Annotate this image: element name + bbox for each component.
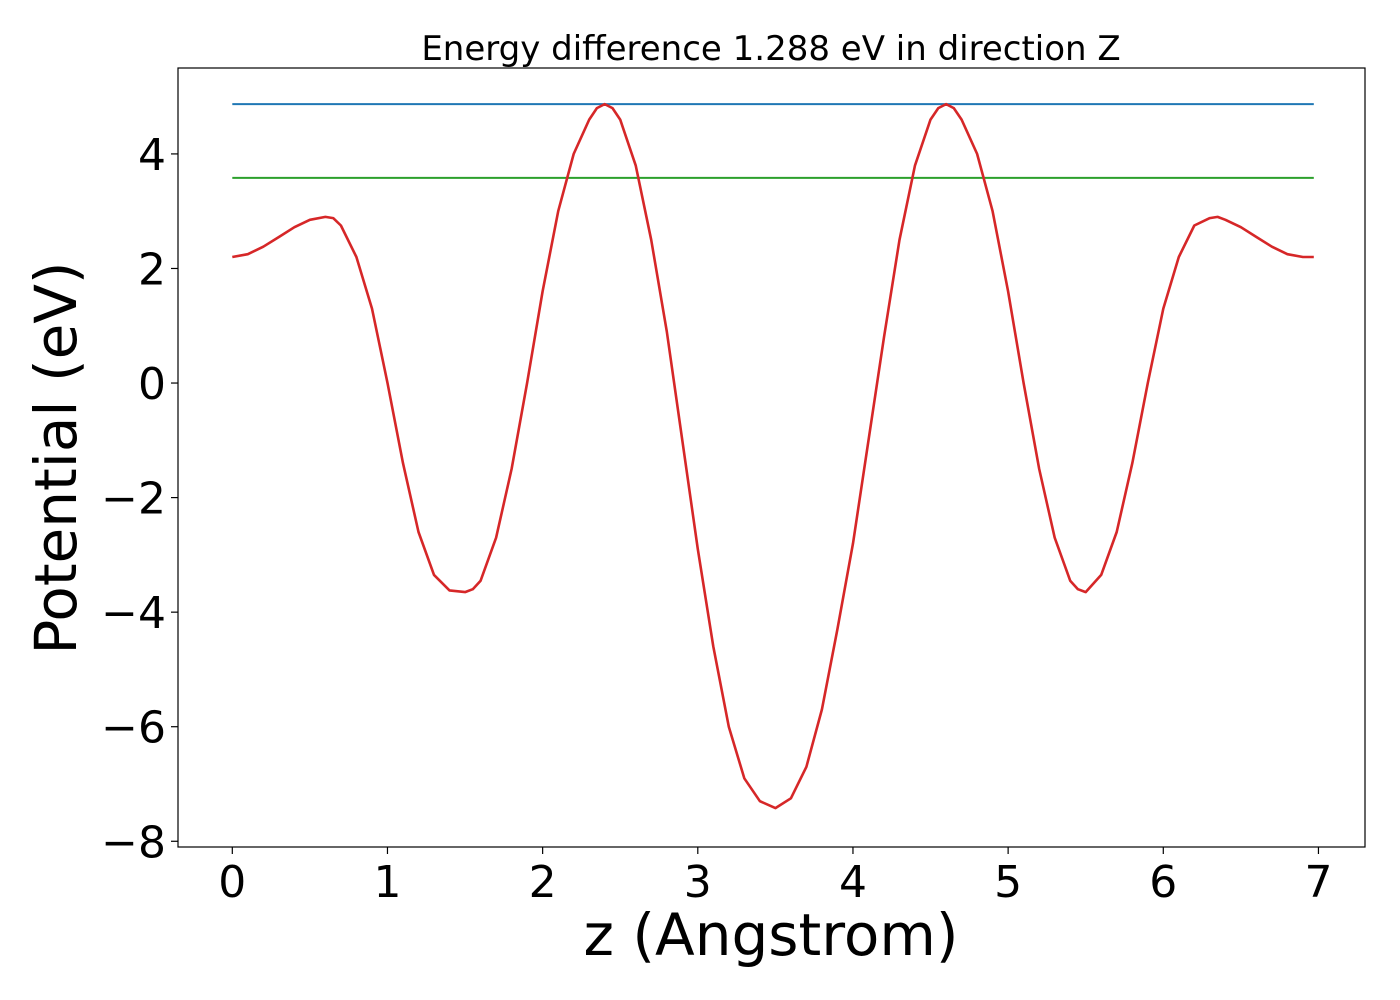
x-tick-label: 0: [218, 857, 246, 908]
y-tick-label: −6: [101, 703, 166, 754]
x-tick-label: 1: [373, 857, 401, 908]
x-axis-ticks: 0 1 2 3 4 5 6 7: [218, 847, 1332, 908]
x-tick-label: 5: [994, 857, 1022, 908]
x-tick-label: 7: [1304, 857, 1332, 908]
x-tick-label: 6: [1149, 857, 1177, 908]
y-tick-label: 0: [138, 359, 166, 410]
x-tick-label: 2: [529, 857, 557, 908]
y-tick-label: 2: [138, 244, 166, 295]
y-tick-label: −4: [101, 588, 166, 639]
axes-frame: [177, 67, 1366, 848]
y-tick-label: −2: [101, 474, 166, 525]
chart-title: Energy difference 1.288 eV in direction …: [421, 29, 1120, 69]
y-axis-label: Potential (eV): [22, 261, 90, 654]
x-tick-label: 3: [684, 857, 712, 908]
potential-curve: [232, 102, 1314, 810]
plot-area: [232, 102, 1314, 810]
x-axis-label: z (Angstrom): [584, 901, 959, 969]
y-axis-ticks: −8 −6 −4 −2 0 2 4: [101, 130, 178, 868]
y-tick-label: 4: [138, 130, 166, 181]
y-tick-label: −8: [101, 817, 166, 868]
x-tick-label: 4: [839, 857, 867, 908]
